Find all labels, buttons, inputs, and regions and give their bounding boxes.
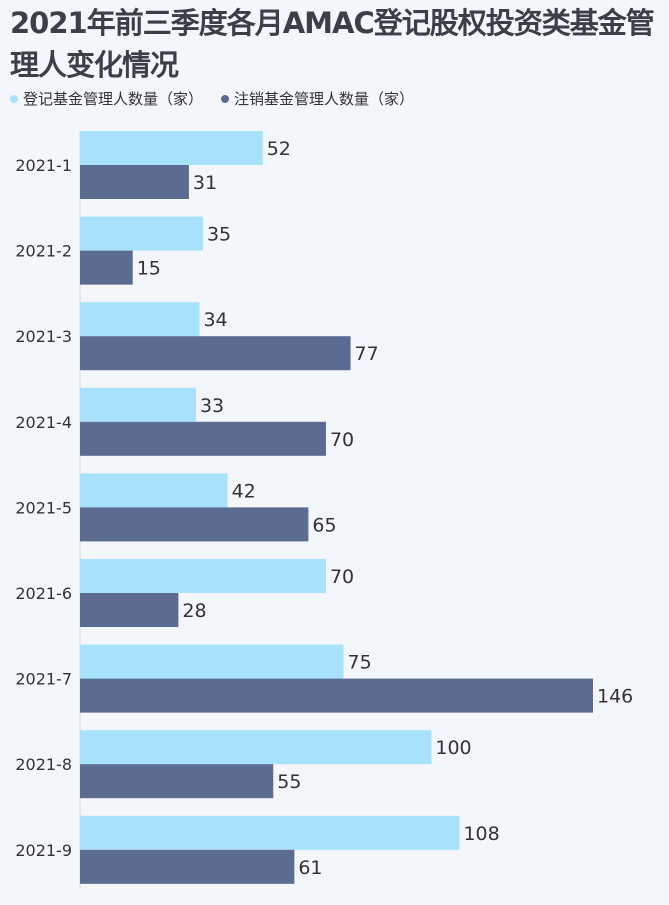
data-label-cancelled: 31 bbox=[193, 172, 217, 194]
legend-label-registered: 登记基金管理人数量（家） bbox=[23, 90, 204, 108]
data-label-cancelled: 61 bbox=[298, 857, 322, 879]
bar-registered bbox=[80, 730, 432, 765]
category-tick-label: 2021-1 bbox=[15, 156, 72, 175]
legend-item-registered: 登记基金管理人数量（家） bbox=[10, 88, 203, 109]
category-tick-label: 2021-5 bbox=[15, 498, 72, 517]
data-label-cancelled: 70 bbox=[330, 429, 354, 451]
legend-marker-registered bbox=[10, 94, 18, 103]
data-label-cancelled: 28 bbox=[182, 600, 206, 622]
bar-registered bbox=[80, 559, 326, 593]
bar-cancelled bbox=[80, 336, 351, 371]
category-tick-label: 2021-7 bbox=[15, 670, 72, 689]
data-label-registered: 70 bbox=[330, 566, 354, 588]
legend-marker-cancelled bbox=[221, 94, 230, 103]
category-tick-label: 2021-9 bbox=[15, 841, 72, 860]
bar-registered bbox=[80, 387, 196, 422]
bar-cancelled bbox=[80, 421, 326, 456]
data-label-registered: 52 bbox=[267, 138, 291, 160]
bar-cancelled bbox=[80, 165, 189, 199]
bar-cancelled bbox=[80, 250, 133, 285]
legend-item-cancelled: 注销基金管理人数量（家） bbox=[221, 88, 414, 109]
bar-registered bbox=[80, 815, 460, 850]
category-tick-label: 2021-6 bbox=[15, 584, 72, 603]
chart-legend: 登记基金管理人数量（家） 注销基金管理人数量（家） bbox=[10, 88, 414, 109]
bar-registered bbox=[80, 473, 228, 508]
data-label-registered: 108 bbox=[463, 823, 499, 845]
data-label-registered: 75 bbox=[348, 652, 372, 674]
data-label-cancelled: 55 bbox=[277, 771, 301, 793]
data-label-registered: 100 bbox=[435, 737, 471, 759]
data-label-cancelled: 65 bbox=[312, 514, 336, 536]
category-tick-label: 2021-3 bbox=[15, 327, 72, 346]
bar-cancelled bbox=[80, 849, 295, 884]
category-tick-label: 2021-4 bbox=[15, 413, 72, 432]
data-label-registered: 35 bbox=[207, 224, 231, 246]
data-label-registered: 34 bbox=[203, 309, 227, 331]
bar-cancelled bbox=[80, 593, 179, 627]
bar-registered bbox=[80, 302, 200, 337]
data-label-registered: 42 bbox=[232, 480, 256, 502]
bar-registered bbox=[80, 644, 344, 679]
bar-cancelled bbox=[80, 764, 274, 799]
bar-registered bbox=[80, 216, 203, 251]
data-label-registered: 33 bbox=[200, 395, 224, 417]
data-label-cancelled: 146 bbox=[597, 686, 633, 708]
category-tick-label: 2021-2 bbox=[15, 242, 72, 261]
bar-cancelled bbox=[80, 507, 309, 542]
bar-registered bbox=[80, 131, 263, 165]
data-label-cancelled: 15 bbox=[137, 258, 161, 280]
chart-title: 2021年前三季度各月AMAC登记股权投资类基金管理人变化情况 bbox=[10, 6, 655, 82]
category-tick-label: 2021-8 bbox=[15, 755, 72, 774]
legend-label-cancelled: 注销基金管理人数量（家） bbox=[234, 90, 415, 108]
data-label-cancelled: 77 bbox=[355, 343, 379, 365]
bar-cancelled bbox=[80, 678, 593, 713]
